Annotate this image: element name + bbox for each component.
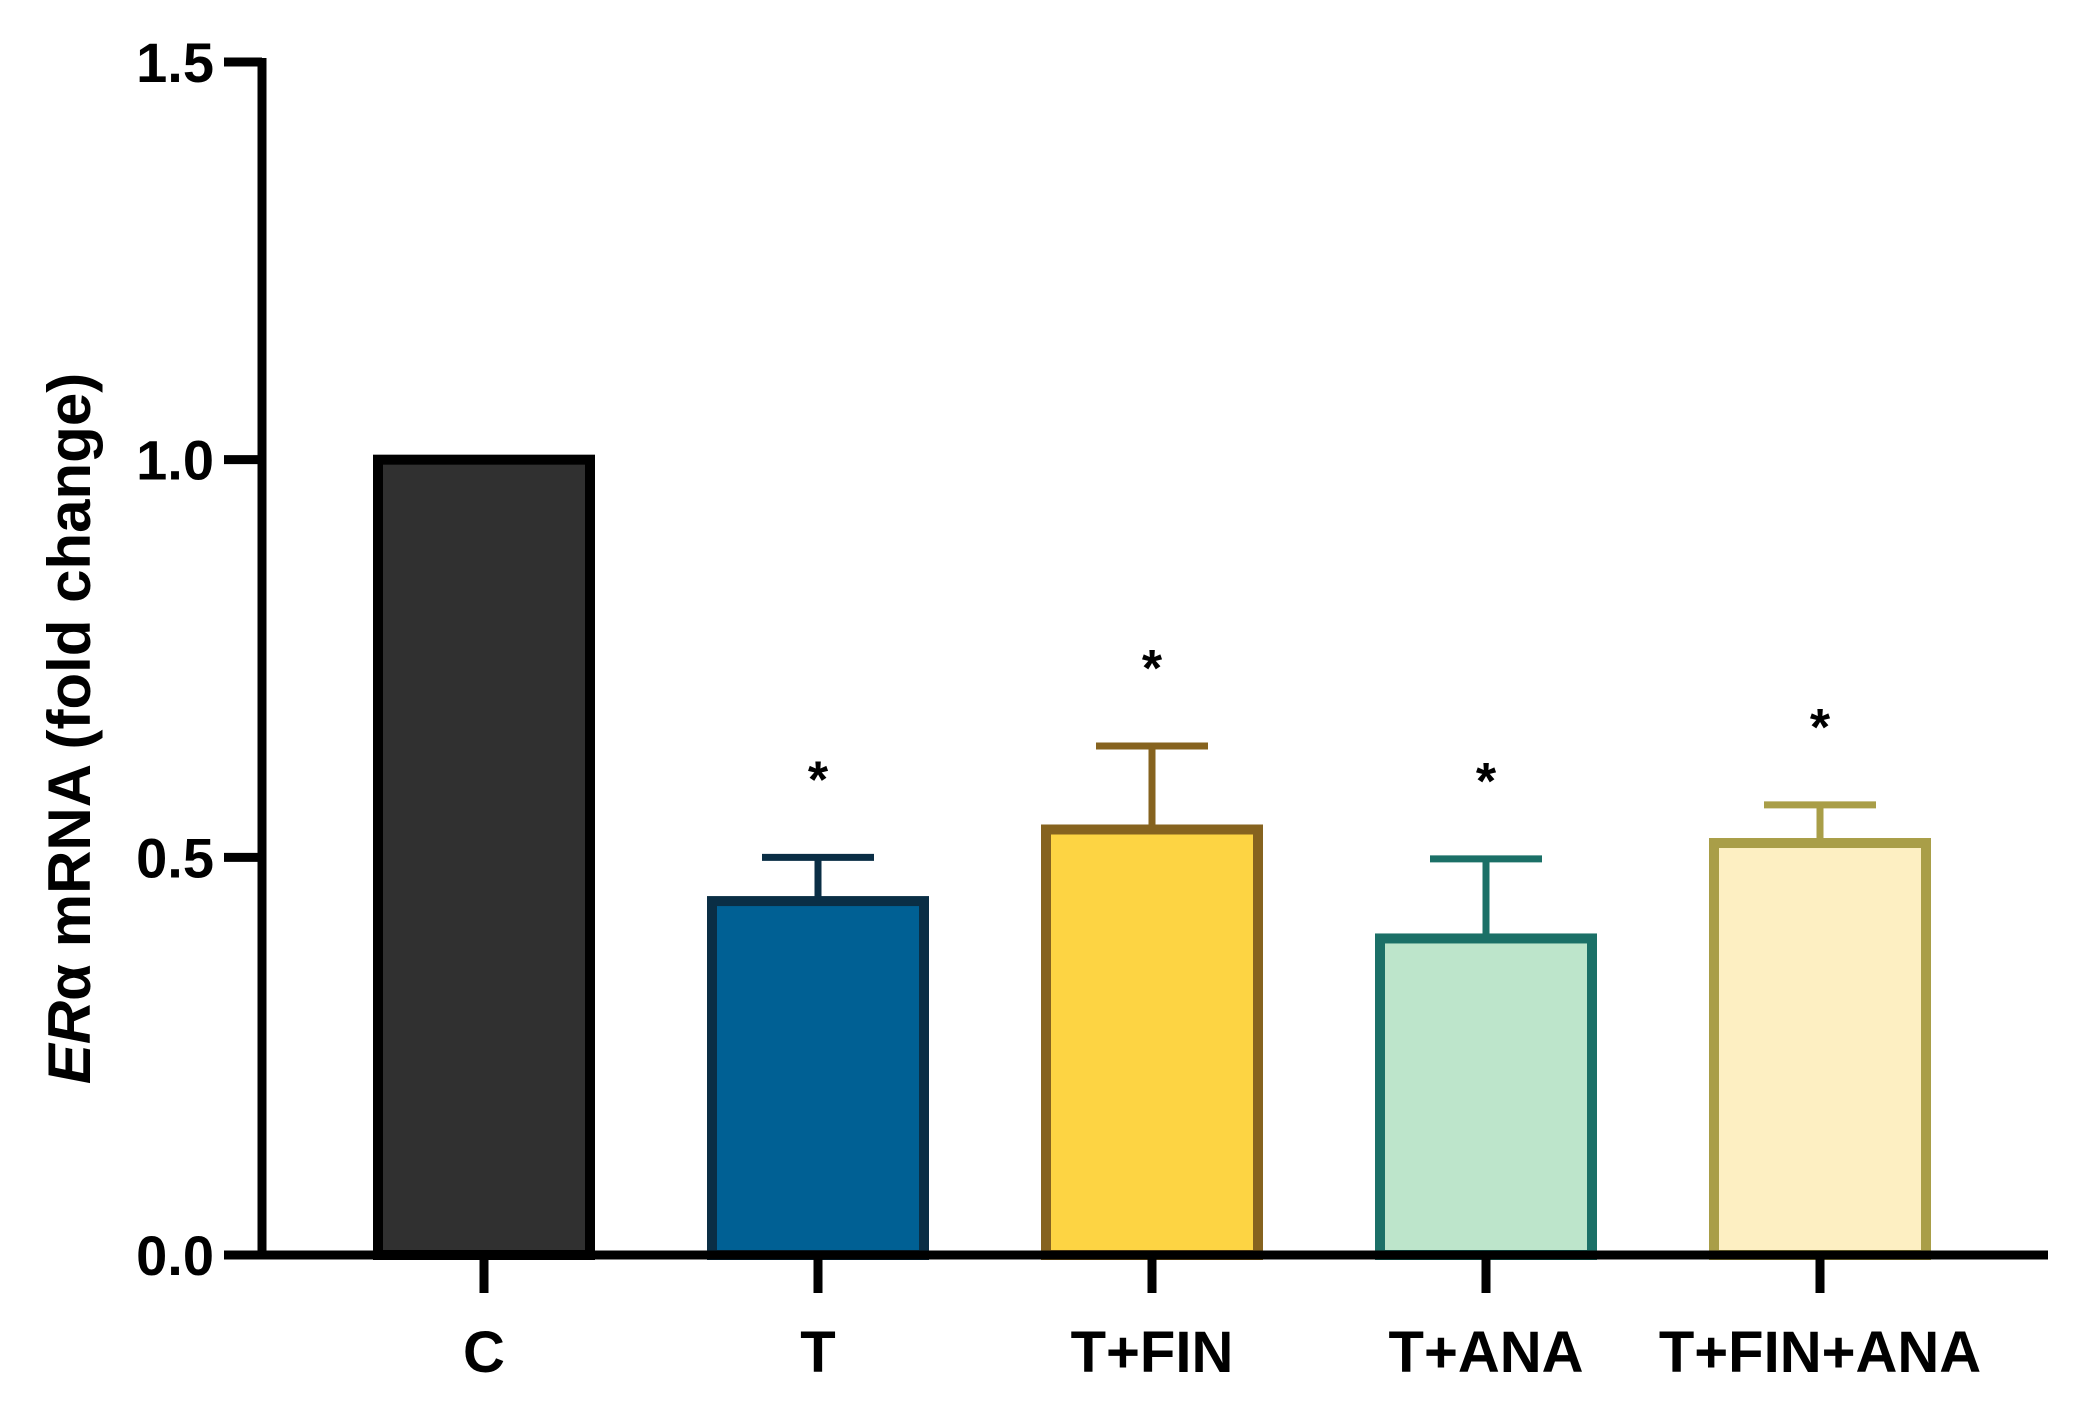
y-axis-label-italic: ER <box>36 1001 103 1084</box>
bars-layer <box>373 454 1931 1260</box>
y-tick-label: 1.0 <box>136 429 214 492</box>
significance-marker: * <box>1810 699 1831 757</box>
y-tick-label: 0.0 <box>136 1224 214 1287</box>
significance-marker: * <box>808 751 829 809</box>
significance-marker: * <box>1476 753 1497 811</box>
x-tick-label: T+FIN+ANA <box>1659 1320 1981 1385</box>
x-tick-label: C <box>463 1320 505 1385</box>
significance-marker: * <box>1142 640 1163 698</box>
bar <box>1041 824 1263 1260</box>
y-ticks-layer: 0.0 0.5 1.0 1.5 <box>136 31 262 1287</box>
y-tick-label: 0.5 <box>136 826 214 889</box>
bar <box>707 896 929 1260</box>
x-tick-label: T+ANA <box>1389 1320 1584 1385</box>
bar <box>1375 933 1597 1260</box>
x-tick-label: T <box>800 1320 835 1385</box>
x-ticks-layer: C T T+FIN T+ANA T+FIN+ANA <box>463 1255 1981 1385</box>
y-axis-label: ERα mRNA (fold change) <box>36 373 103 1084</box>
y-tick-label: 1.5 <box>136 31 214 94</box>
y-axis-label-symbol: α <box>36 964 103 1001</box>
bar <box>373 454 595 1260</box>
y-axis-label-rest: mRNA (fold change) <box>36 373 103 964</box>
error-bars-layer <box>762 742 1876 939</box>
significance-layer: * * * * <box>808 640 1831 811</box>
bar <box>1709 838 1931 1260</box>
x-tick-label: T+FIN <box>1071 1320 1234 1385</box>
